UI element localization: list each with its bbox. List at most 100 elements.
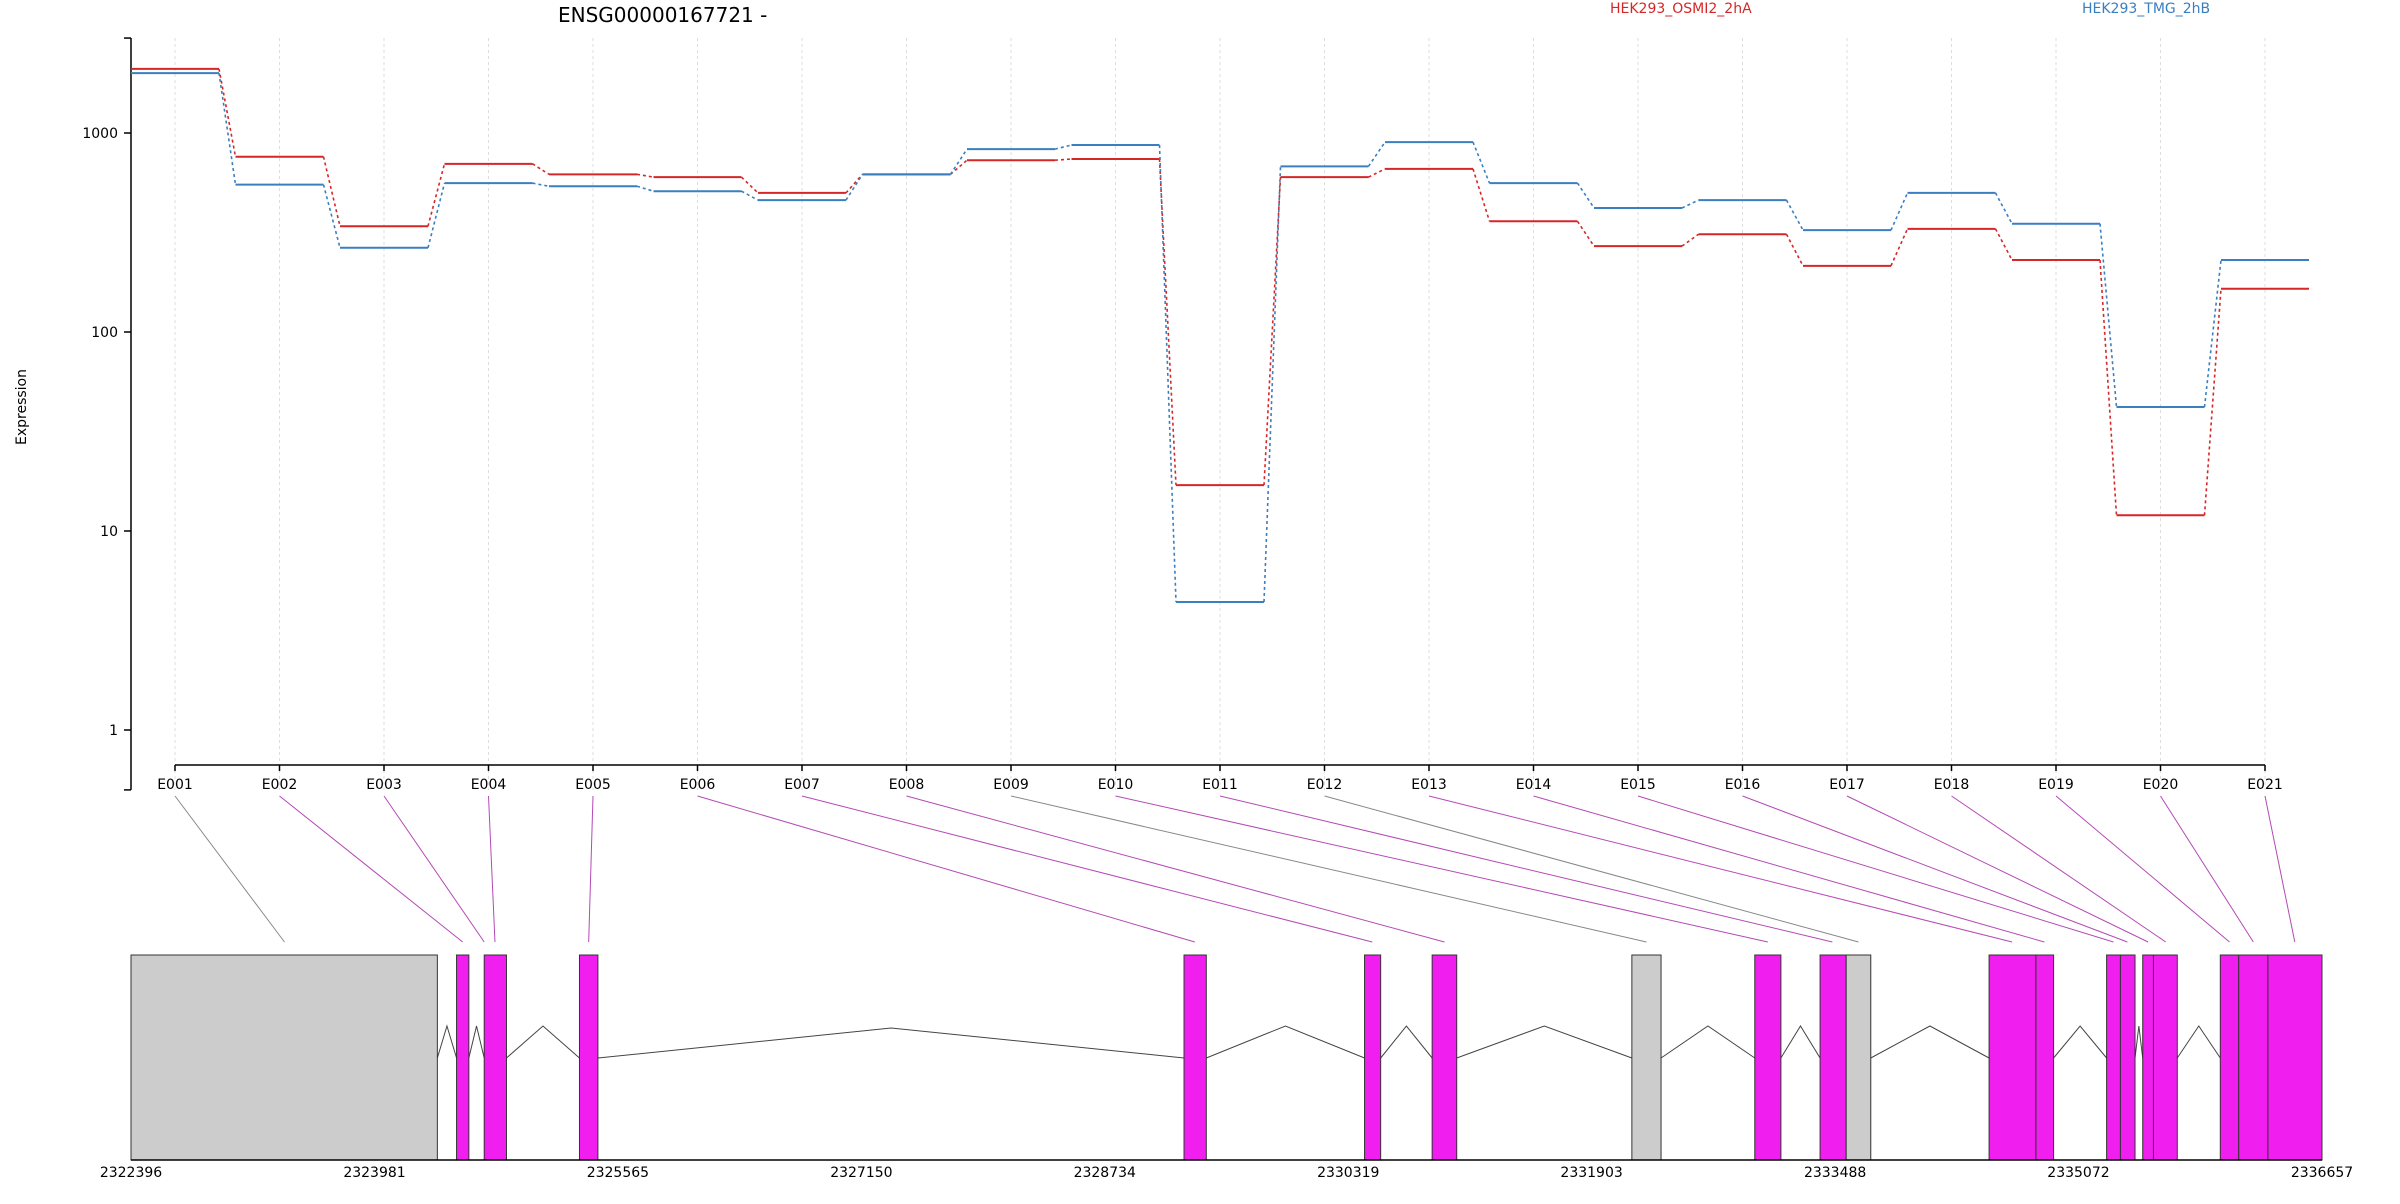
exon-link-E018	[1951, 795, 2167, 943]
series-1-connector-9	[1158, 145, 1177, 602]
exon-block-4	[1183, 954, 1207, 1161]
series-0-connector-18	[2099, 259, 2118, 516]
exon-block-10	[1845, 954, 1872, 1161]
series-0-connector-13	[1576, 220, 1595, 247]
intron-12	[2176, 1025, 2221, 1059]
y-tick-label-1000: 1000	[82, 126, 118, 142]
genome-tick-label-2325565: 2325565	[587, 1165, 649, 1181]
genome-tick-label-2327150: 2327150	[830, 1165, 892, 1181]
intron-5	[1380, 1025, 1433, 1059]
exon-block-6	[1431, 954, 1458, 1161]
exon-block-0	[130, 954, 438, 1161]
exon-block-5	[1364, 954, 1382, 1161]
series-1-connector-8	[1054, 144, 1072, 150]
series-1-connector-10	[1263, 166, 1282, 602]
x-tick-label-E004: E004	[471, 777, 507, 793]
series-1-connector-12	[1472, 141, 1491, 184]
series-1-connector-6	[845, 173, 864, 201]
genome-tick-label-2322396: 2322396	[100, 1165, 162, 1181]
series-1-connector-5	[741, 190, 759, 201]
x-tick-label-E008: E008	[889, 777, 925, 793]
exon-link-E002	[279, 795, 464, 943]
series-1-connector-13	[1576, 182, 1595, 209]
gene-model-track: 2322396 2323981 2325565 2327150 2328734 23303…	[100, 954, 2353, 1181]
series-0-connector-3	[532, 163, 550, 175]
intron-8	[1780, 1025, 1821, 1059]
y-axis-label: Expression	[14, 369, 30, 445]
exon-block-7	[1631, 954, 1662, 1161]
x-tick-label-E014: E014	[1516, 777, 1552, 793]
x-tick-label-E011: E011	[1202, 777, 1238, 793]
exon-link-E009	[1010, 795, 1647, 943]
exon-block-13	[2106, 954, 2121, 1161]
genome-tick-label-2331903: 2331903	[1560, 1165, 1622, 1181]
exon-block-15	[2142, 954, 2154, 1161]
exon-link-E020	[2160, 795, 2254, 943]
grid-lines	[174, 38, 2266, 790]
exon-link-E004	[488, 795, 496, 943]
series-1-connector-17	[1994, 192, 2013, 225]
legend-label-0: HEK293_OSMI2_2hA	[1610, 1, 1752, 17]
series-0-connector-17	[1994, 228, 2013, 261]
series-0-connector-5	[740, 176, 759, 194]
exon-link-E016	[1742, 795, 2128, 943]
series-lines	[131, 67, 2309, 603]
exon-block-8	[1754, 954, 1782, 1161]
y-tick-label-10: 10	[100, 524, 118, 540]
exon-link-E012	[1324, 795, 1859, 943]
series-1-connector-4	[636, 185, 654, 192]
exon-block-3	[578, 954, 599, 1161]
genome-tick-label-2323981: 2323981	[343, 1165, 405, 1181]
intron-2	[506, 1025, 580, 1059]
x-tick-label-E013: E013	[1411, 777, 1447, 793]
series-1-connector-19	[2203, 259, 2222, 408]
y-tick-label-1: 1	[109, 723, 118, 739]
series-1-connector-3	[532, 182, 550, 188]
exon-link-E008	[906, 795, 1445, 943]
x-tick-label-E005: E005	[575, 777, 611, 793]
intron-6	[1456, 1025, 1633, 1059]
series-0-connector-16	[1890, 228, 1909, 267]
x-tick-label-E021: E021	[2247, 777, 2283, 793]
series-0-connector-8	[1054, 158, 1072, 161]
series-0-connector-11	[1368, 168, 1386, 178]
x-tick-label-E006: E006	[680, 777, 716, 793]
intron-3	[597, 1027, 1185, 1059]
series-0-connector-0	[218, 68, 237, 157]
exon-link-E011	[1219, 795, 1833, 943]
exon-link-E005	[588, 795, 594, 943]
exon-block-11	[1988, 954, 2037, 1161]
series-1-connector-11	[1367, 141, 1386, 167]
exon-block-17	[2219, 954, 2240, 1161]
exon-block-14	[2119, 954, 2136, 1161]
exon-block-19	[2267, 954, 2323, 1161]
x-tick-label-E018: E018	[1934, 777, 1970, 793]
series-0-connector-19	[2203, 288, 2222, 516]
series-1-connector-18	[2099, 223, 2118, 408]
exon-link-E014	[1533, 795, 2045, 943]
series-1-connector-14	[1681, 199, 1699, 209]
exon-block-16	[2152, 954, 2178, 1161]
exon-link-E021	[2264, 795, 2296, 943]
exon-block-2	[483, 954, 507, 1161]
exon-link-E019	[2055, 795, 2230, 943]
series-0-connector-2	[427, 163, 446, 227]
exon-link-E013	[1428, 795, 2013, 943]
exon-block-9	[1819, 954, 1847, 1161]
chart-title: ENSG00000167721 -	[558, 3, 767, 27]
exon-link-E007	[801, 795, 1373, 943]
intron-10	[2053, 1025, 2107, 1059]
genome-tick-label-2333488: 2333488	[1804, 1165, 1866, 1181]
series-1-connector-2	[427, 182, 446, 248]
series-0-connector-14	[1681, 233, 1699, 247]
x-tick-label-E020: E020	[2143, 777, 2179, 793]
x-tick-label-E012: E012	[1307, 777, 1343, 793]
series-0-connector-4	[636, 173, 654, 178]
x-tick-label-E019: E019	[2038, 777, 2074, 793]
exon-link-E017	[1846, 795, 2149, 943]
exon-link-E003	[383, 795, 485, 943]
x-tick-label-E007: E007	[784, 777, 820, 793]
exon-connector-lines	[174, 795, 2296, 943]
y-tick-label-100: 100	[91, 325, 118, 341]
exon-block-1	[456, 954, 470, 1161]
